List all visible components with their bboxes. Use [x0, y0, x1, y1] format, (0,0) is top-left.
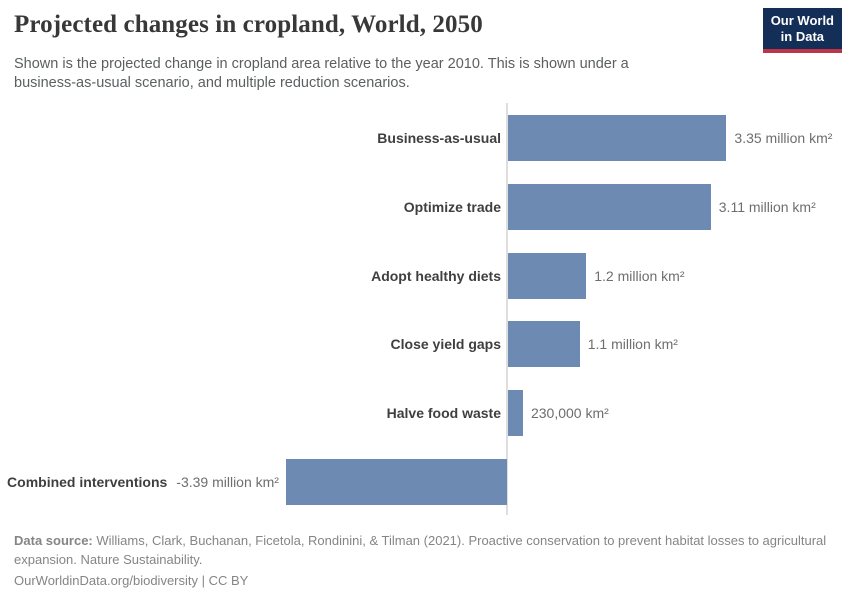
value-label: 1.1 million km²	[587, 336, 678, 353]
bar-row: Combined interventions -3.39 million km²	[0, 459, 850, 505]
bar-row: 3.35 million km² Business-as-usual	[0, 115, 850, 161]
category-label: Close yield gaps	[390, 336, 501, 353]
bar[interactable]	[508, 183, 711, 230]
chart-subtitle: Shown is the projected change in croplan…	[14, 56, 629, 91]
chart-footer: Data source: Williams, Clark, Buchanan, …	[14, 531, 832, 590]
bar-row: 230,000 km² Halve food waste	[0, 390, 850, 437]
category-label: Adopt healthy diets	[371, 267, 501, 284]
owid-citation-link[interactable]: OurWorldinData.org/biodiversity | CC BY	[14, 573, 249, 588]
bar[interactable]	[508, 252, 587, 299]
data-source-label: Data source:	[14, 533, 93, 548]
owid-logo[interactable]: Our World in Data	[762, 8, 842, 53]
data-source-text: Williams, Clark, Buchanan, Ficetola, Ron…	[14, 533, 827, 567]
data-source-note: Data source: Williams, Clark, Buchanan, …	[14, 531, 832, 569]
category-label: Business-as-usual	[377, 130, 501, 146]
zero-axis-line	[506, 103, 508, 515]
bar-row: 3.11 million km² Optimize trade	[0, 183, 850, 230]
category-label: Optimize trade	[403, 198, 501, 215]
bar-row: 1.2 million km² Adopt healthy diets	[0, 252, 850, 299]
bar[interactable]	[508, 390, 523, 437]
bar[interactable]	[508, 321, 580, 368]
category-label: Halve food waste	[386, 405, 501, 422]
owid-logo-line2: in Data	[780, 29, 825, 44]
owid-logo-line1: Our World	[770, 13, 834, 28]
bar[interactable]	[285, 459, 507, 505]
value-label: 3.35 million km²	[734, 130, 833, 146]
value-label: 1.2 million km²	[594, 267, 685, 284]
bar[interactable]	[508, 115, 727, 161]
value-label: 3.11 million km²	[718, 198, 816, 215]
bar-row: 1.1 million km² Close yield gaps	[0, 321, 850, 368]
value-label: -3.39 million km²	[176, 474, 279, 490]
page-title: Projected changes in cropland, World, 20…	[14, 11, 483, 38]
category-label: Combined interventions -3.39 million km²	[7, 474, 279, 490]
value-label: 230,000 km²	[530, 405, 609, 422]
